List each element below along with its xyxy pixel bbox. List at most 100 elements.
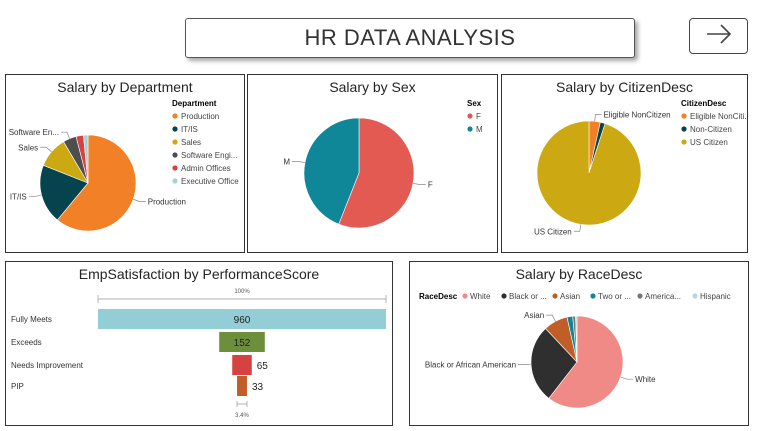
legend-marker (590, 293, 596, 299)
legend-title: Sex (467, 99, 482, 108)
top-bracket (97, 295, 387, 303)
salary-by-sex-panel[interactable]: Salary by Sex F M Sex F M (247, 74, 498, 253)
legend-item[interactable]: IT/IS (181, 125, 198, 134)
pie-slice-executive-office[interactable] (83, 134, 89, 184)
empsatisfaction-panel[interactable]: EmpSatisfaction by PerformanceScore 100%… (5, 261, 393, 426)
legend-item[interactable]: Non-Citizen (690, 125, 732, 134)
legend-marker (172, 165, 178, 171)
leader-line (546, 314, 556, 322)
chart-title: Salary by RaceDesc (515, 266, 643, 282)
salary-by-citizendesc-panel[interactable]: Salary by CitizenDesc Eligible NonCitize… (501, 74, 748, 253)
funnel-bar-exceeds[interactable] (219, 332, 265, 352)
salary-by-citizendesc-chart[interactable]: Eligible NonCitizen US Citizen CitizenDesc… (502, 75, 747, 252)
legend-title: CitizenDesc (681, 99, 727, 108)
pie-slice-black-or-[interactable] (530, 328, 578, 399)
chart-title: Salary by CitizenDesc (556, 79, 693, 95)
pie-slice-white[interactable] (548, 315, 624, 409)
dashboard-title: HR DATA ANALYSIS (304, 25, 516, 50)
funnel-bar-pip[interactable] (237, 376, 247, 396)
leader-line (573, 224, 582, 232)
salary-by-department-chart[interactable]: Production IT/IS Sales Software En... Depart… (6, 75, 244, 252)
legend-item[interactable]: Production (181, 112, 219, 121)
leader-line (412, 182, 426, 185)
pie-slice-hispanic[interactable] (575, 315, 578, 363)
legend-marker (692, 293, 698, 299)
leader-line (620, 376, 634, 380)
legend-item[interactable]: Black or ... (509, 292, 547, 301)
slice-label: Sales (18, 143, 38, 152)
legend-marker (467, 113, 473, 119)
legend-marker (501, 293, 507, 299)
legend-item[interactable]: Eligible NonCiti... (690, 112, 747, 121)
pie-slice-f[interactable] (338, 117, 415, 229)
pie-slice-us-citizen[interactable] (536, 120, 642, 226)
slice-label: Software En... (9, 128, 59, 137)
slice-label: White (635, 375, 656, 384)
funnel-bar-fully-meets[interactable] (98, 309, 386, 329)
legend-title: RaceDesc (419, 292, 458, 301)
legend-marker (462, 293, 468, 299)
legend-title: Department (172, 99, 217, 108)
funnel-value-label: 960 (234, 315, 251, 326)
leader-line (594, 114, 602, 122)
legend-item[interactable]: Admin Offices (181, 164, 231, 173)
chart-title: EmpSatisfaction by PerformanceScore (78, 266, 320, 282)
slice-label: Production (148, 198, 186, 207)
legend-item[interactable]: US Citizen (690, 138, 728, 147)
funnel-bar-needs-improvement[interactable] (232, 355, 252, 375)
legend-marker (172, 178, 178, 184)
pie-slice-m[interactable] (303, 117, 360, 225)
arrow-right-icon (704, 23, 734, 50)
pie-slice-it-is[interactable] (39, 164, 89, 221)
salary-by-racedesc-panel[interactable]: Salary by RaceDesc White Black or African… (409, 261, 749, 426)
legend-marker (681, 139, 687, 145)
legend-marker (552, 293, 558, 299)
legend-item[interactable]: America... (645, 292, 681, 301)
legend-item[interactable]: Executive Office (181, 177, 239, 186)
chart-title: Salary by Department (57, 79, 193, 95)
next-page-button[interactable] (689, 18, 748, 54)
legend-item[interactable]: Asian (560, 292, 580, 301)
funnel-category-label: Needs Improvement (11, 361, 84, 370)
salary-by-department-panel[interactable]: Salary by Department Production IT/IS Sale… (5, 74, 245, 253)
legend-item[interactable]: M (476, 125, 483, 134)
top-pct-label: 100% (234, 289, 250, 295)
funnel-value-label: 65 (257, 361, 269, 372)
slice-label: F (428, 181, 433, 190)
slice-label: US Citizen (534, 227, 572, 236)
legend-item[interactable]: Sales (181, 138, 201, 147)
funnel-value-label: 33 (252, 382, 264, 393)
legend-marker (681, 113, 687, 119)
funnel-category-label: PIP (11, 382, 24, 391)
legend-item[interactable]: Two or ... (598, 292, 631, 301)
slice-label: M (283, 157, 290, 166)
funnel-category-label: Exceeds (11, 338, 42, 347)
legend-marker (172, 126, 178, 132)
slice-label: Black or African American (425, 360, 516, 369)
leader-line (40, 146, 52, 153)
legend-marker (681, 126, 687, 132)
leader-line (292, 161, 306, 164)
empsatisfaction-funnel-chart[interactable]: 100% Fully Meets 960 Exceeds 152 Needs Improv… (6, 262, 392, 425)
funnel-category-label: Fully Meets (11, 315, 52, 324)
legend-item[interactable]: Software Engi... (181, 151, 237, 160)
legend-item[interactable]: White (470, 292, 491, 301)
chart-title: Salary by Sex (329, 79, 416, 95)
leader-line (133, 198, 146, 202)
legend-item[interactable]: Hispanic (700, 292, 731, 301)
funnel-value-label: 152 (234, 338, 251, 349)
slice-label: IT/IS (10, 193, 27, 202)
legend-marker (637, 293, 643, 299)
salary-by-racedesc-chart[interactable]: White Black or African American Asian RaceD… (410, 262, 748, 425)
slice-label: Eligible NonCitizen (603, 110, 670, 119)
legend-marker (172, 113, 178, 119)
legend-marker (172, 152, 178, 158)
bottom-pct-label: 3.4% (235, 413, 249, 419)
dashboard-title-button[interactable]: HR DATA ANALYSIS (185, 18, 635, 58)
leader-line (28, 194, 42, 198)
legend-marker (172, 139, 178, 145)
slice-label: Asian (524, 311, 544, 320)
legend-item[interactable]: F (476, 112, 481, 121)
bottom-bracket (236, 401, 248, 407)
